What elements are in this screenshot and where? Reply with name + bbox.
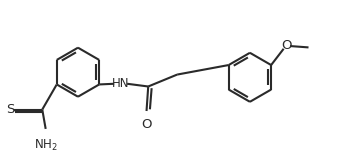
Text: HN: HN (112, 77, 129, 90)
Text: O: O (281, 39, 291, 52)
Text: O: O (141, 118, 152, 131)
Text: NH$_2$: NH$_2$ (34, 138, 58, 153)
Text: S: S (6, 103, 14, 116)
